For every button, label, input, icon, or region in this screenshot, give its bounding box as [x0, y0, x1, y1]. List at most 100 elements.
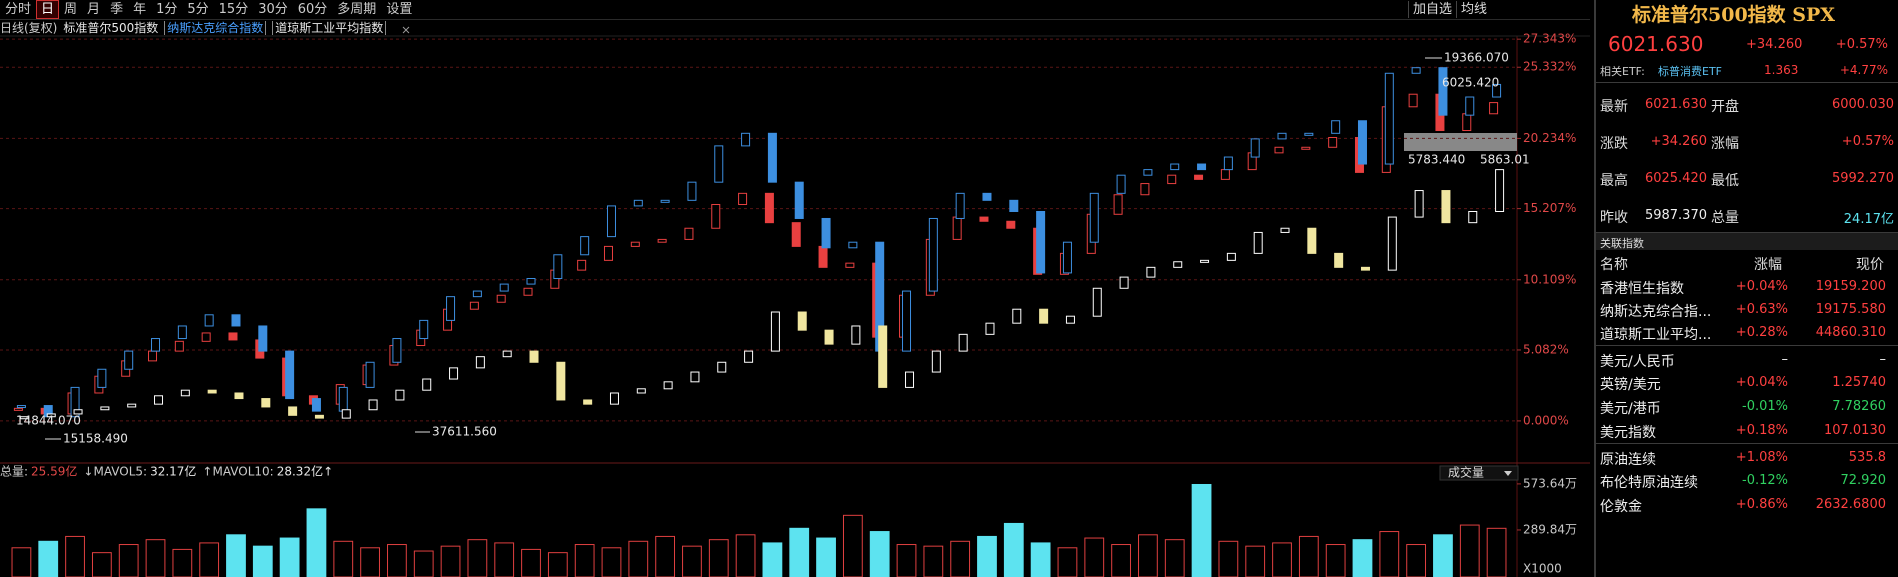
- etf-name[interactable]: 标普消费ETF: [1658, 65, 1722, 78]
- separator: [1596, 232, 1898, 233]
- candle: [1143, 169, 1153, 176]
- candle: [1495, 169, 1505, 212]
- volume-bar: [521, 548, 541, 577]
- candle: [392, 338, 402, 363]
- period-tab[interactable]: 年: [133, 2, 147, 17]
- volume-bar: [762, 542, 783, 577]
- candle: [180, 389, 190, 397]
- annotation: 37611.560: [432, 425, 497, 439]
- related-pct: -0.01%: [1742, 399, 1788, 414]
- candle: [633, 199, 643, 207]
- period-tab[interactable]: 周: [64, 2, 78, 17]
- volume-bar: [91, 552, 112, 577]
- volume-bar: [601, 547, 622, 577]
- period-tab[interactable]: 30分: [258, 2, 288, 17]
- volume-bar: [1003, 522, 1024, 577]
- related-name[interactable]: 香港恒生指数: [1600, 281, 1684, 297]
- candle: [845, 262, 855, 268]
- indicator-value: 28.32亿↑: [277, 464, 333, 479]
- related-name[interactable]: 原油连续: [1600, 452, 1656, 468]
- quote-price: 6021.630: [1608, 32, 1704, 56]
- etf-pct: +4.77%: [1839, 63, 1888, 77]
- volume-bar: [1352, 539, 1373, 577]
- volume-bar: [708, 539, 729, 577]
- candle: [851, 325, 861, 345]
- related-name[interactable]: 道琼斯工业平均...: [1600, 327, 1712, 343]
- period-tab[interactable]: 1分: [156, 2, 178, 17]
- annotation: 14844.070: [16, 414, 81, 428]
- related-pct: +0.18%: [1735, 423, 1788, 438]
- volume-bar: [1325, 544, 1346, 577]
- period-tab[interactable]: 季: [110, 2, 124, 17]
- indicator-selector[interactable]: [1439, 465, 1519, 481]
- candle: [529, 350, 539, 363]
- toolbar-button[interactable]: 均线: [1456, 1, 1491, 18]
- period-tab[interactable]: 15分: [218, 2, 249, 17]
- quote-value: 6025.420: [1644, 171, 1707, 186]
- quote-value: 6000.030: [1831, 97, 1894, 112]
- annotation: 5783.440: [1408, 153, 1465, 167]
- period-tab[interactable]: 60分: [297, 2, 328, 17]
- candle: [1012, 308, 1022, 324]
- quote-change: +34.260: [1746, 37, 1803, 52]
- related-name[interactable]: 英镑/美元: [1600, 377, 1661, 393]
- volume-bar: [816, 537, 836, 577]
- period-tab[interactable]: 5分: [187, 2, 209, 17]
- volume-bar: [1433, 534, 1453, 577]
- period-tab[interactable]: 设置: [386, 2, 413, 17]
- candle: [1170, 163, 1180, 171]
- candle: [1414, 190, 1424, 218]
- candle: [499, 283, 509, 292]
- candle: [663, 381, 673, 390]
- candle: [288, 406, 298, 416]
- period-tab[interactable]: 多周期: [337, 2, 377, 17]
- volume-bar: [923, 545, 944, 577]
- related-pct: –: [1781, 352, 1789, 367]
- volume-bar: [1218, 540, 1239, 577]
- candle: [1441, 190, 1451, 224]
- candle: [767, 132, 777, 183]
- candle: [368, 399, 378, 411]
- candle: [46, 413, 56, 418]
- quote-panel: 标准普尔500指数 SPX 6021.630 +34.260 +0.57% 相关ETF:…: [1594, 0, 1898, 577]
- related-name[interactable]: 伦敦金: [1600, 499, 1642, 515]
- candle: [151, 338, 161, 352]
- candle: [1307, 227, 1317, 254]
- candle: [422, 378, 432, 391]
- related-name[interactable]: 布伦特原油连续: [1600, 475, 1698, 491]
- volume-bar: [440, 545, 461, 577]
- candle: [791, 222, 801, 247]
- period-tab[interactable]: 日: [36, 0, 60, 19]
- period-tab[interactable]: 月: [87, 2, 101, 17]
- annotation: 5863.01: [1480, 153, 1530, 167]
- related-price: 1.25740: [1832, 375, 1886, 390]
- quote-title: 标准普尔500指数 SPX: [1632, 4, 1836, 26]
- period-tab[interactable]: 分时: [5, 2, 32, 17]
- candle: [1334, 252, 1344, 268]
- quote-label: 开盘: [1711, 99, 1739, 115]
- related-name[interactable]: 纳斯达克综合指...: [1600, 304, 1712, 320]
- toolbar-button[interactable]: 加自选: [1408, 1, 1456, 18]
- volume-bar: [1111, 544, 1131, 577]
- price-band: [1404, 133, 1517, 151]
- candle: [741, 132, 751, 147]
- candle: [1140, 183, 1150, 196]
- candle: [1226, 252, 1236, 261]
- related-name[interactable]: 美元/人民币: [1600, 354, 1675, 370]
- candle: [1223, 156, 1233, 171]
- candle: [1387, 216, 1397, 271]
- related-name[interactable]: 美元指数: [1600, 425, 1656, 441]
- section-header: [1596, 233, 1898, 250]
- candle: [1277, 132, 1287, 140]
- candle: [1250, 138, 1260, 158]
- related-price: 44860.310: [1815, 325, 1886, 340]
- related-price: 19159.200: [1815, 279, 1886, 294]
- volume-bar: [896, 544, 917, 577]
- etf-price: 1.363: [1764, 63, 1799, 77]
- related-name[interactable]: 美元/港币: [1600, 401, 1661, 417]
- y-tick-label: 0.000%: [1523, 413, 1569, 427]
- volume-bar: [1272, 542, 1292, 577]
- candle: [1468, 210, 1478, 224]
- volume-bar: [547, 552, 568, 577]
- volume-bar: [306, 508, 327, 577]
